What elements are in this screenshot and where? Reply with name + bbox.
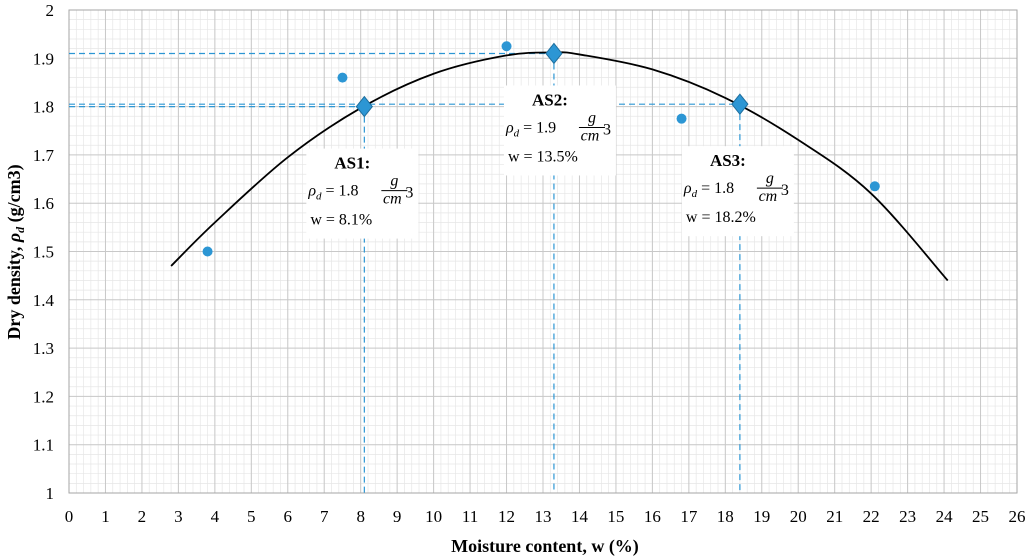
annotation-name: AS3: (710, 151, 746, 170)
equals-sign: = (523, 119, 532, 136)
y-axis-title: Dry density, ρd (g/cm3) (4, 164, 27, 339)
rho-subscript: d (692, 188, 698, 200)
x-tick-label: 10 (425, 507, 442, 526)
equals-sign: = (701, 180, 710, 197)
annotation-density: ρd = 1.8 (683, 180, 734, 200)
x-tick-label: 14 (571, 507, 589, 526)
y-tick-label: 1.8 (33, 98, 54, 117)
data-point (501, 41, 512, 52)
fraction-denominator: cm (383, 191, 402, 208)
x-axis-title: Moisture content, w (%) (451, 536, 639, 557)
fraction-exponent: 3 (405, 185, 413, 202)
data-points (202, 41, 880, 257)
annotation-box: AS1: ρd = 1.8 gcm 3 w = 8.1% (306, 148, 419, 239)
data-point (337, 72, 348, 83)
rho-symbol: ρ (307, 183, 316, 200)
annotation-density: ρd = 1.8 (307, 183, 358, 203)
x-tick-label: 13 (535, 507, 552, 526)
annotation-density: ρd = 1.9 (505, 119, 556, 139)
fraction-numerator: g (766, 170, 774, 187)
annotation-moisture: w = 18.2% (686, 209, 756, 226)
x-tick-label: 6 (284, 507, 293, 526)
y-tick-label: 1.1 (33, 436, 54, 455)
grid-major (68, 9, 1018, 494)
annotation-background (306, 148, 419, 239)
fraction-exponent: 3 (781, 182, 789, 199)
y-tick-label: 1.7 (33, 146, 55, 165)
optimum-diamond (545, 42, 563, 65)
fraction-denominator: cm (759, 188, 778, 205)
x-tick-label: 26 (1009, 507, 1026, 526)
y-tick-label: 1.5 (33, 243, 54, 262)
x-tick-label: 7 (320, 507, 329, 526)
data-point (676, 113, 687, 124)
x-tick-label: 0 (65, 507, 74, 526)
annotation-moisture: w = 8.1% (310, 212, 372, 229)
annotation-background (681, 146, 794, 237)
x-tick-label: 18 (717, 507, 734, 526)
x-tick-label: 21 (826, 507, 843, 526)
y-tick-label: 2 (46, 1, 55, 20)
x-tick-label: 5 (247, 507, 256, 526)
annotation-name: AS2: (532, 90, 568, 109)
x-tick-label: 12 (498, 507, 515, 526)
rho-symbol: ρ (505, 119, 514, 136)
y-tick-label: 1.6 (33, 194, 54, 213)
x-tick-label: 11 (462, 507, 478, 526)
x-tick-label: 3 (174, 507, 183, 526)
fraction-exponent: 3 (603, 121, 611, 138)
plot-frame (68, 9, 1018, 494)
x-tick-label: 9 (393, 507, 402, 526)
x-tick-labels: 0 1 2 3 4 5 6 7 8 9 10 11 12 13 14 15 16 17 18 19 20 21 22 23 24… (65, 507, 1026, 526)
annotation-name: AS1: (334, 154, 370, 173)
fraction-denominator: cm (581, 127, 600, 144)
x-tick-label: 4 (211, 507, 220, 526)
y-tick-label: 1.3 (33, 339, 54, 358)
optimum-diamond (731, 93, 749, 115)
annotation-box: AS3: ρd = 1.8 gcm 3 w = 18.2% (681, 146, 794, 237)
annotation-moisture: w = 13.5% (508, 148, 578, 165)
x-tick-label: 25 (972, 507, 989, 526)
density-value: 1.8 (339, 183, 359, 200)
x-tick-label: 24 (936, 507, 954, 526)
optimum-diamond (355, 95, 373, 118)
x-tick-label: 19 (753, 507, 770, 526)
x-tick-label: 2 (138, 507, 147, 526)
y-tick-label: 1.9 (33, 49, 54, 68)
y-tick-label: 1 (46, 484, 55, 503)
annotation-box: AS2: ρd = 1.9 gcm 3 w = 13.5% (503, 85, 616, 176)
y-tick-label: 1.4 (33, 291, 55, 310)
x-tick-label: 17 (680, 507, 698, 526)
fraction-numerator: g (390, 173, 398, 190)
density-value: 1.9 (536, 119, 556, 136)
optimum-markers (355, 42, 749, 118)
data-point (869, 181, 880, 192)
x-tick-label: 16 (644, 507, 661, 526)
rho-subscript: d (514, 127, 520, 139)
data-point (202, 246, 213, 257)
annotation-background (503, 85, 616, 176)
density-value: 1.8 (714, 180, 734, 197)
rho-symbol: ρ (683, 180, 692, 197)
x-tick-label: 8 (356, 507, 365, 526)
rho-subscript: d (316, 191, 322, 203)
x-tick-label: 23 (899, 507, 916, 526)
y-tick-label: 1.2 (33, 387, 54, 406)
x-tick-label: 20 (790, 507, 807, 526)
x-tick-label: 22 (863, 507, 880, 526)
fraction-numerator: g (588, 109, 596, 126)
x-tick-label: 1 (101, 507, 110, 526)
equals-sign: = (326, 183, 335, 200)
y-tick-labels: 1 1.1 1.2 1.3 1.4 1.5 1.6 1.7 1.8 1.9 2 (33, 1, 55, 503)
x-tick-label: 15 (607, 507, 624, 526)
